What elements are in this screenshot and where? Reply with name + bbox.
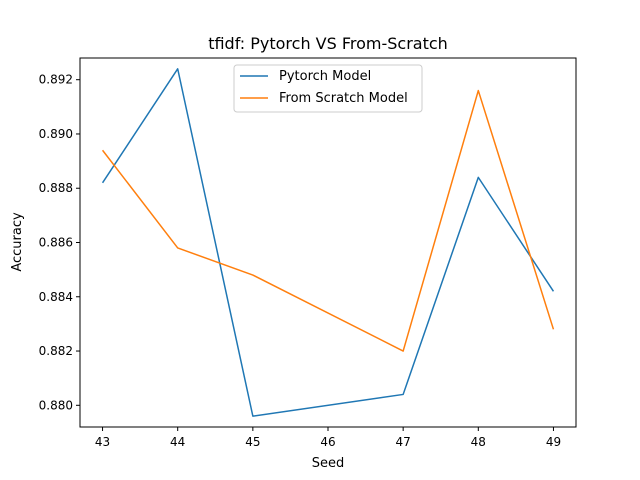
x-tick-label: 49 <box>546 435 561 449</box>
legend: Pytorch Model From Scratch Model <box>233 64 423 113</box>
x-tick-label: 48 <box>471 435 486 449</box>
legend-label-scratch: From Scratch Model <box>279 91 408 106</box>
y-tick-label: 0.880 <box>39 398 73 412</box>
x-axis-label: Seed <box>312 456 345 471</box>
series-line-1 <box>101 89 555 352</box>
y-axis: 0.880 0.882 0.884 0.886 0.888 0.890 0.892 <box>39 73 80 412</box>
series-line-0 <box>101 68 555 417</box>
x-tick-label: 43 <box>95 435 110 449</box>
x-axis: 43 44 45 46 47 48 49 <box>95 427 561 449</box>
x-tick-label: 44 <box>170 435 185 449</box>
legend-label-pytorch: Pytorch Model <box>279 69 371 84</box>
y-tick-label: 0.886 <box>39 236 73 250</box>
series-layer <box>101 68 555 417</box>
y-axis-label: Accuracy <box>10 212 25 272</box>
y-tick-label: 0.892 <box>39 73 73 87</box>
chart-title: tfidf: Pytorch VS From-Scratch <box>208 34 448 53</box>
legend-box <box>233 64 423 113</box>
x-tick-label: 47 <box>396 435 411 449</box>
x-tick-label: 45 <box>245 435 260 449</box>
y-tick-label: 0.890 <box>39 127 73 141</box>
y-tick-label: 0.882 <box>39 344 73 358</box>
y-tick-label: 0.888 <box>39 181 73 195</box>
y-tick-label: 0.884 <box>39 290 73 304</box>
x-tick-label: 46 <box>320 435 335 449</box>
